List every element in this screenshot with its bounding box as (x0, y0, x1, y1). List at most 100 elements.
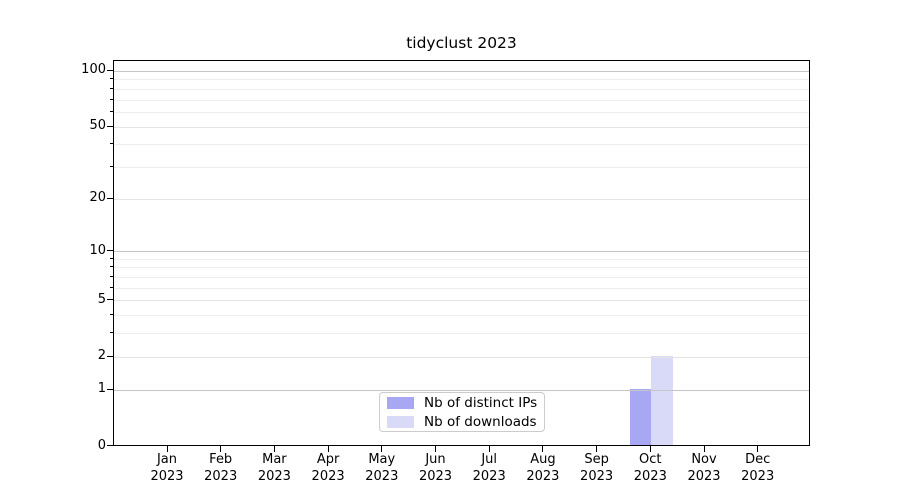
x-tick-label: Dec 2023 (718, 452, 798, 485)
x-tick-year: 2023 (365, 468, 399, 484)
x-tick-month: Mar (262, 452, 287, 467)
x-tick-month: Apr (316, 452, 340, 467)
y-gridline-minor (114, 277, 809, 279)
y-tick (107, 125, 113, 127)
x-tick (327, 446, 329, 452)
x-tick (166, 446, 168, 452)
x-tick-year: 2023 (633, 468, 667, 484)
x-tick-year: 2023 (418, 468, 453, 484)
x-tick (273, 446, 275, 452)
y-minor-tick (110, 257, 113, 259)
y-tick (107, 250, 113, 252)
plot-area: Nb of distinct IPs Nb of downloads (113, 60, 810, 446)
x-tick-month: Nov (691, 452, 717, 467)
y-gridline (114, 300, 809, 302)
y-tick-label: 50 (89, 118, 106, 133)
y-gridline (114, 198, 809, 200)
bar-downloads (651, 355, 673, 445)
x-tick-label: Jul 2023 (449, 452, 529, 485)
x-tick (596, 446, 598, 452)
y-tick (107, 445, 113, 446)
y-gridline-minor (114, 258, 809, 260)
x-tick-label: Apr 2023 (288, 452, 368, 485)
x-tick-month: Feb (209, 452, 233, 467)
x-tick-label: Oct 2023 (610, 452, 690, 485)
x-tick-year: 2023 (580, 468, 614, 484)
x-tick-label: May 2023 (342, 452, 422, 485)
y-tick (107, 355, 113, 357)
x-tick (220, 446, 222, 452)
x-tick-month: May (368, 452, 396, 467)
y-minor-tick (110, 276, 113, 278)
x-tick-month: Jun (425, 452, 446, 467)
y-minor-tick (110, 87, 113, 89)
x-tick-label: Aug 2023 (503, 452, 583, 485)
y-gridline-minor (114, 111, 809, 113)
x-tick-month: Sep (584, 452, 609, 467)
x-tick (649, 446, 651, 452)
x-tick (435, 446, 436, 452)
y-tick-label: 1 (97, 381, 106, 397)
legend-row: Nb of distinct IPs (387, 394, 538, 411)
x-tick-month: Jan (156, 452, 178, 467)
x-tick (703, 446, 705, 452)
x-tick (381, 446, 383, 452)
y-tick-label: 100 (81, 62, 106, 78)
y-tick-label: 20 (89, 190, 106, 206)
y-tick (107, 197, 113, 199)
y-gridline-minor (114, 88, 809, 90)
x-tick-month: Oct (639, 452, 662, 467)
y-minor-tick (110, 98, 113, 100)
x-tick-year: 2023 (741, 468, 775, 484)
x-tick-label: Feb 2023 (181, 452, 261, 485)
y-gridline (114, 126, 809, 128)
legend: Nb of distinct IPs Nb of downloads (379, 392, 545, 432)
x-tick (542, 446, 544, 452)
y-gridline (114, 356, 809, 358)
x-tick-label: Jun 2023 (396, 452, 476, 485)
x-tick (488, 446, 490, 452)
y-gridline (114, 251, 809, 253)
x-tick-year: 2023 (257, 468, 291, 484)
y-minor-tick (110, 165, 113, 167)
y-tick-label: 10 (89, 242, 106, 258)
legend-swatch (387, 415, 414, 428)
bar-distinct-ips (629, 388, 652, 445)
x-tick-year: 2023 (150, 468, 184, 484)
y-tick (107, 299, 113, 301)
y-gridline (114, 389, 809, 391)
y-minor-tick (110, 332, 113, 334)
x-tick-year: 2023 (526, 468, 560, 484)
y-gridline-minor (114, 333, 809, 335)
y-gridline-minor (114, 144, 809, 146)
legend-row: Nb of downloads (387, 413, 537, 430)
y-minor-tick (110, 286, 113, 288)
y-minor-tick (110, 314, 113, 316)
x-tick-label: Jan 2023 (127, 452, 207, 485)
x-tick-year: 2023 (204, 468, 238, 484)
legend-label: Nb of distinct IPs (424, 394, 538, 411)
x-tick-year: 2023 (472, 468, 506, 484)
x-tick-month: Jul (481, 452, 498, 467)
x-tick-label: Sep 2023 (557, 452, 637, 485)
x-tick-label: Mar 2023 (234, 452, 314, 485)
y-minor-tick (110, 143, 113, 145)
y-gridline-minor (114, 166, 809, 168)
legend-label: Nb of downloads (424, 413, 537, 430)
y-tick (107, 388, 113, 390)
legend-swatch (387, 396, 414, 409)
y-gridline-minor (114, 79, 809, 81)
y-minor-tick (110, 78, 113, 80)
y-gridline-minor (114, 99, 809, 101)
y-gridline-minor (114, 315, 809, 317)
y-tick-label: 2 (97, 348, 106, 364)
y-minor-tick (110, 266, 113, 268)
x-tick-month: Dec (745, 452, 771, 467)
y-gridline (114, 70, 809, 72)
x-tick-label: Nov 2023 (664, 452, 744, 485)
x-tick (757, 446, 759, 452)
y-gridline-minor (114, 267, 809, 269)
y-gridline-minor (114, 287, 809, 289)
x-tick-year: 2023 (311, 468, 345, 484)
